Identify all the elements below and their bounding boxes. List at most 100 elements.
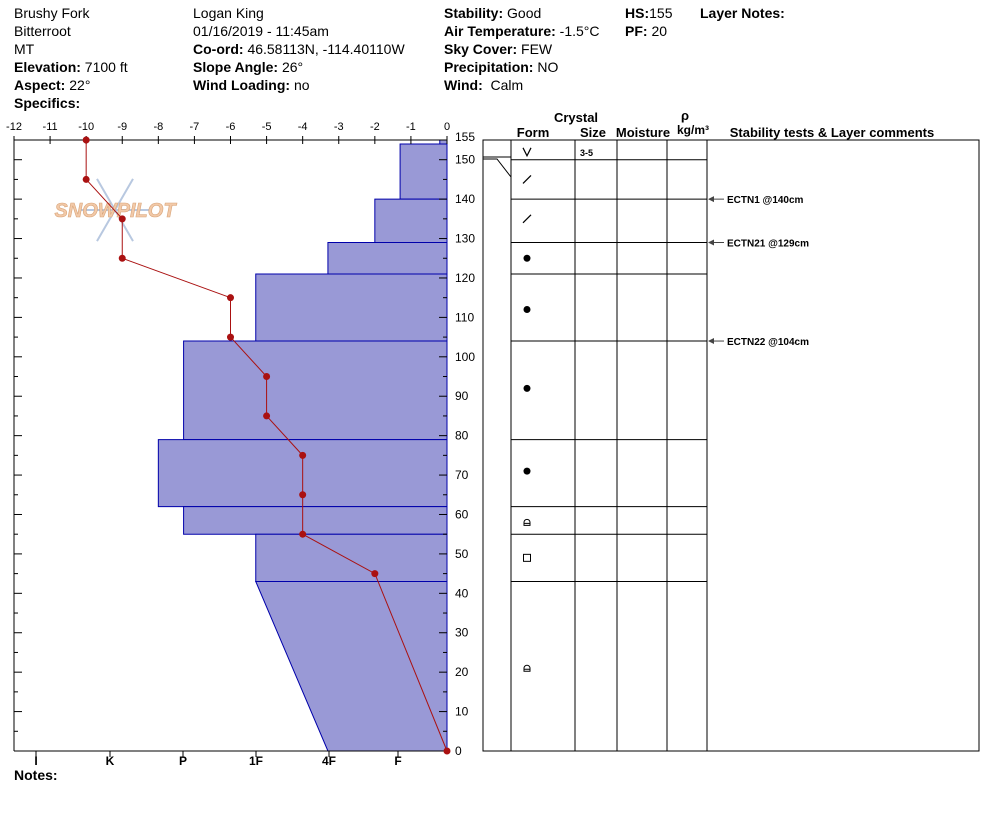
temp-tick-label: -2	[370, 121, 380, 133]
stability-value: Good	[507, 5, 542, 21]
header-rho: ρ	[681, 108, 689, 123]
location-state: MT	[14, 41, 35, 57]
stability-test-label: ECTN1 @140cm	[727, 195, 804, 206]
wind-loading-row: Wind Loading: no	[193, 76, 405, 94]
stability-test-arrowhead	[708, 239, 714, 246]
temp-tick-label: -10	[78, 121, 94, 133]
pf-label: PF:	[625, 23, 648, 39]
temperature-point	[371, 570, 379, 578]
height-tick-label: 90	[455, 389, 469, 403]
snowflake-arm	[96, 209, 116, 242]
hardness-tick-label: F	[394, 754, 401, 768]
height-tick-label: 50	[455, 547, 469, 561]
grain-symbol-surface-hoar	[522, 147, 532, 158]
coord-label: Co-ord:	[193, 41, 244, 57]
air-temp-value: -1.5°C	[559, 23, 600, 39]
grain-symbol-precip-particles	[522, 174, 532, 184]
hardness-tick-label: 4F	[322, 754, 336, 768]
snowflake-arm	[114, 178, 134, 211]
height-tick-label: 0	[455, 744, 462, 758]
connector-line	[483, 158, 512, 178]
header-size: Size	[580, 125, 606, 140]
snowflake-arm	[114, 209, 134, 242]
temperature-point	[263, 373, 271, 381]
hs-row: HS:155	[625, 4, 672, 22]
temp-tick-label: -1	[406, 121, 416, 133]
precip-row: Precipitation: NO	[444, 58, 600, 76]
wind-loading-value: no	[293, 77, 310, 93]
hardness-layer	[374, 198, 448, 243]
temp-tick-label: -5	[262, 121, 272, 133]
grain-symbol-rounded	[523, 384, 531, 392]
height-tick-label: 10	[455, 705, 469, 719]
height-tick-label: 30	[455, 626, 469, 640]
hardness-layer	[183, 340, 448, 441]
wind-label: Wind:	[444, 77, 483, 93]
hardness-layer	[327, 241, 448, 275]
observation-datetime: 01/16/2019 - 11:45am	[193, 23, 329, 39]
specifics-label: Specifics:	[14, 95, 81, 111]
stability-test-arrowhead	[708, 196, 714, 203]
snowpilot-logo: SNOWPILOT	[54, 178, 178, 242]
coord-row: Co-ord: 46.58113N, -114.40110W	[193, 40, 405, 58]
temp-tick-label: -4	[298, 121, 308, 133]
grain-symbol-faceted	[523, 553, 531, 562]
elevation-row: Elevation: 7100 ft	[14, 58, 128, 76]
height-tick-label: 80	[455, 429, 469, 443]
grain-symbol-mixed-forms	[523, 518, 531, 526]
header-density-unit: kg/m³	[677, 123, 709, 137]
temp-tick-label: -6	[226, 121, 236, 133]
temperature-point	[263, 412, 271, 420]
temp-tick-label: -7	[190, 121, 200, 133]
hardness-layer	[399, 143, 448, 200]
sky-label: Sky Cover:	[444, 41, 518, 57]
temp-tick-label: -9	[117, 121, 127, 133]
hardness-tick-label: K	[106, 754, 115, 768]
temperature-point	[299, 491, 307, 499]
hs-value: 155	[649, 5, 673, 21]
notes: Notes:	[14, 766, 58, 784]
temperature-profile	[82, 136, 451, 755]
snowflake-arm	[96, 178, 116, 211]
layer-table-frame	[482, 139, 980, 752]
slope-row: Slope Angle: 26°	[193, 58, 405, 76]
height-tick-label: 70	[455, 468, 469, 482]
grain-symbol-rounded	[523, 306, 531, 314]
hardness-layers	[157, 139, 448, 752]
pf-row: PF: 20	[625, 22, 672, 40]
wind-loading-label: Wind Loading:	[193, 77, 291, 93]
temperature-point	[227, 333, 234, 341]
stability-test-label: ECTN22 @104cm	[727, 337, 809, 348]
height-tick-label: 100	[455, 350, 475, 364]
temp-tick-label: 0	[444, 121, 450, 133]
location-range: Bitterroot	[14, 23, 71, 39]
temperature-point	[82, 136, 90, 144]
hardness-tick-label: P	[179, 754, 187, 768]
aspect-value: 22°	[69, 77, 91, 93]
sky-row: Sky Cover: FEW	[444, 40, 600, 58]
hardness-layer	[183, 506, 448, 535]
header-stability-tests: Stability tests & Layer comments	[730, 125, 934, 140]
observer-name: Logan King	[193, 5, 264, 21]
header-crystal: Crystal	[554, 110, 598, 125]
notes-label: Notes:	[14, 767, 58, 783]
height-tick-label: 110	[455, 310, 474, 324]
header-snowpack: HS:155 PF: 20	[625, 4, 672, 40]
temperature-point	[227, 294, 234, 302]
stability-label: Stability:	[444, 5, 504, 21]
wind-value: Calm	[490, 77, 524, 93]
sky-value: FEW	[521, 41, 553, 57]
height-tick-label: 60	[455, 507, 469, 521]
temp-tick-label: -8	[153, 121, 163, 133]
specifics-row: Specifics:	[14, 94, 128, 112]
precip-value: NO	[537, 59, 559, 75]
hardness-layer	[255, 533, 448, 582]
precip-label: Precipitation:	[444, 59, 534, 75]
air-temp-label: Air Temperature:	[444, 23, 556, 39]
grain-symbol-mixed-forms	[523, 664, 531, 672]
hardness-tick-label: I	[34, 754, 37, 768]
hardness-tick-label: 1F	[249, 754, 263, 768]
pf-value: 20	[651, 23, 668, 39]
header-conditions: Stability: Good Air Temperature: -1.5°C …	[444, 4, 600, 94]
